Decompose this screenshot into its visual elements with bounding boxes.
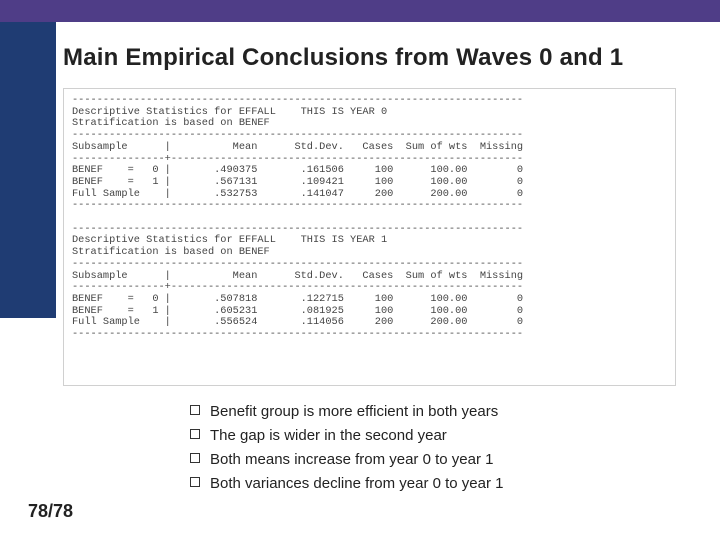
bullet-text: Both means increase from year 0 to year … xyxy=(210,450,493,470)
bullet-marker-icon xyxy=(190,405,200,415)
bullet-marker-icon xyxy=(190,429,200,439)
stats-output-panel: ----------------------------------------… xyxy=(63,88,676,386)
bullet-text: The gap is wider in the second year xyxy=(210,426,447,446)
list-item: The gap is wider in the second year xyxy=(190,426,660,446)
page-number: 78/78 xyxy=(28,501,73,522)
bullet-text: Benefit group is more efficient in both … xyxy=(210,402,498,422)
bullet-list: Benefit group is more efficient in both … xyxy=(190,402,660,498)
bullet-marker-icon xyxy=(190,453,200,463)
top-accent-bar xyxy=(0,0,720,22)
bullet-marker-icon xyxy=(190,477,200,487)
list-item: Both variances decline from year 0 to ye… xyxy=(190,474,660,494)
left-accent-bar xyxy=(0,22,56,318)
slide-title: Main Empirical Conclusions from Waves 0 … xyxy=(63,44,623,72)
slide: Main Empirical Conclusions from Waves 0 … xyxy=(0,0,720,540)
list-item: Benefit group is more efficient in both … xyxy=(190,402,660,422)
bullet-text: Both variances decline from year 0 to ye… xyxy=(210,474,503,494)
list-item: Both means increase from year 0 to year … xyxy=(190,450,660,470)
